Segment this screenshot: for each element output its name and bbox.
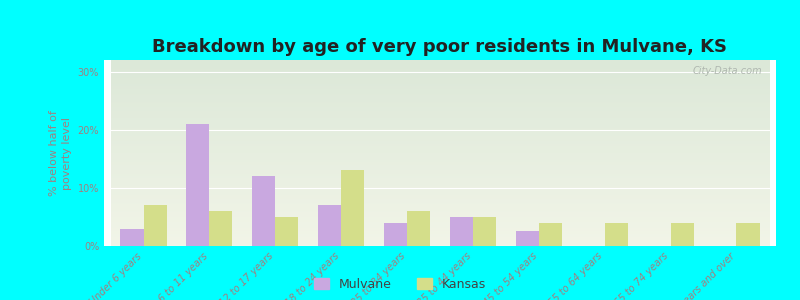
Bar [670, 223, 694, 246]
Bar [121, 229, 143, 246]
Bar [210, 211, 233, 246]
Legend: Mulvane, Kansas: Mulvane, Kansas [314, 278, 486, 291]
Y-axis label: % below half of
poverty level: % below half of poverty level [49, 110, 72, 196]
Title: Breakdown by age of very poor residents in Mulvane, KS: Breakdown by age of very poor residents … [153, 38, 727, 56]
Bar [450, 217, 473, 246]
Bar [318, 205, 341, 246]
Bar [516, 232, 539, 246]
Bar [737, 223, 759, 246]
Bar [341, 170, 364, 246]
Text: City-Data.com: City-Data.com [693, 66, 762, 76]
Bar [384, 223, 407, 246]
Bar [252, 176, 275, 246]
Bar [275, 217, 298, 246]
Bar [407, 211, 430, 246]
Bar [605, 223, 628, 246]
Bar [143, 205, 166, 246]
Bar [473, 217, 496, 246]
Bar [186, 124, 210, 246]
Bar [539, 223, 562, 246]
